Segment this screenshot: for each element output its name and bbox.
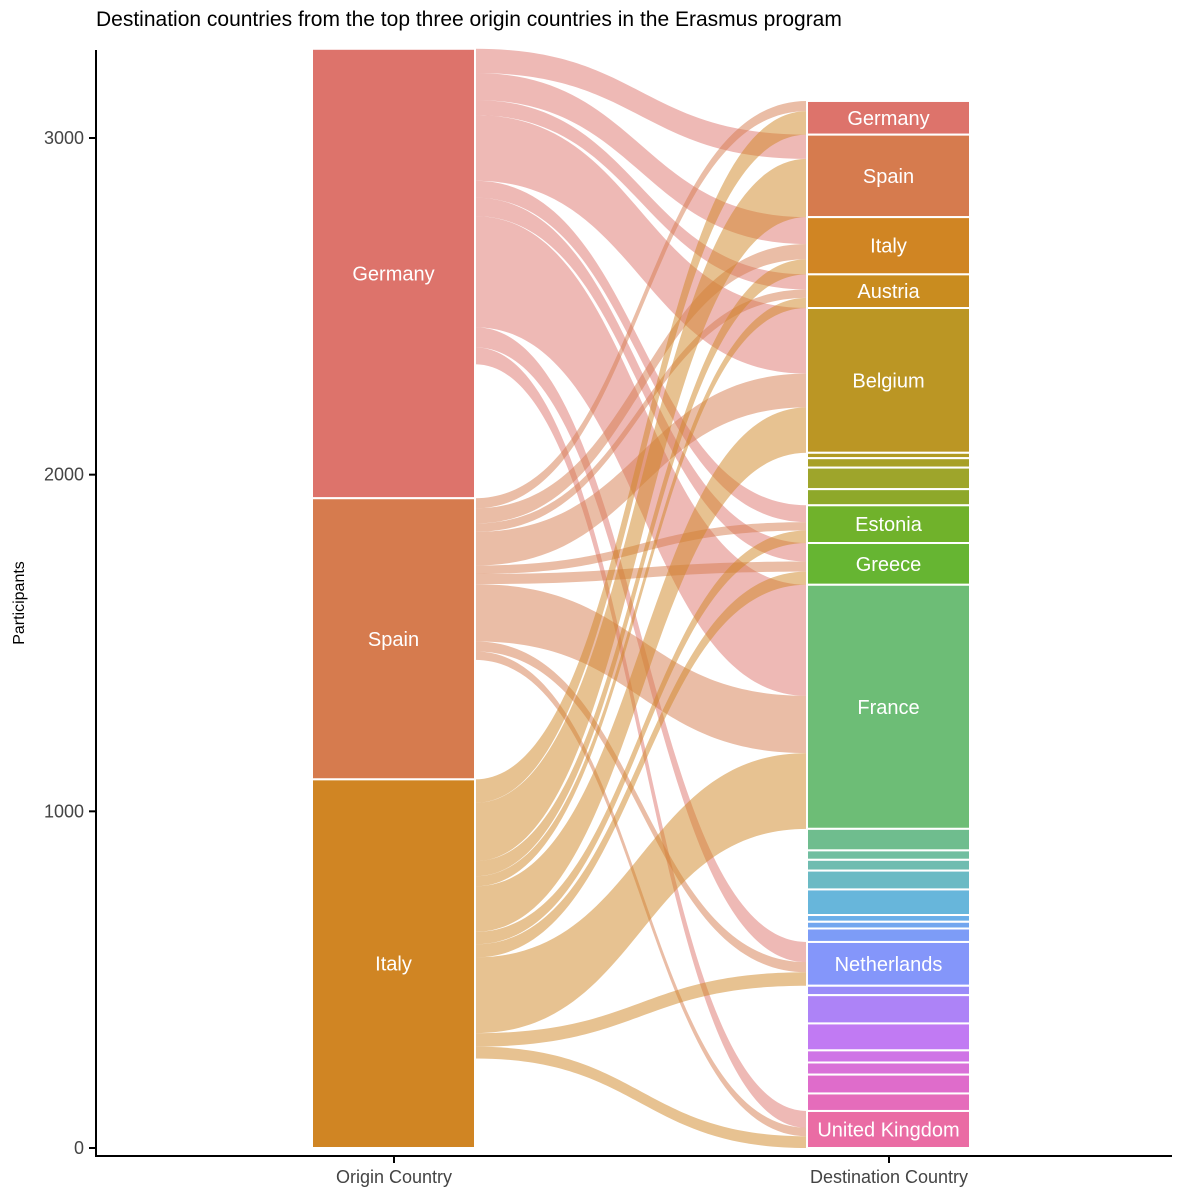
destination-stratum-greece — [806, 542, 971, 586]
destination-stratum-unlabeled — [806, 927, 971, 943]
destination-label-belgium: Belgium — [852, 370, 924, 392]
destination-stratum-unlabeled — [806, 984, 971, 997]
destination-stratum-unlabeled — [806, 858, 971, 872]
destination-stratum-france — [806, 583, 971, 830]
flow-italy-to-france — [475, 753, 807, 1034]
origin-stratum-spain — [311, 497, 476, 781]
flow-italy-to-estonia — [475, 530, 807, 945]
destination-label-austria: Austria — [857, 281, 920, 303]
flow-italy-to-united-kingdom — [475, 1046, 807, 1148]
flow-italy-to-italy — [475, 259, 807, 877]
destination-label-germany: Germany — [847, 108, 929, 130]
destination-stratum-belgium — [806, 307, 971, 454]
flow-spain-to-austria — [475, 289, 807, 532]
axes — [95, 50, 1172, 1157]
destination-stratum-unlabeled — [806, 849, 971, 861]
flow-spain-to-italy — [475, 244, 807, 524]
destination-stratum-unlabeled — [806, 488, 971, 507]
destination-label-netherlands: Netherlands — [835, 954, 943, 976]
flow-spain-to-netherlands — [475, 641, 807, 973]
origin-label-germany: Germany — [352, 264, 434, 286]
y-tick-label: 3000 — [44, 128, 84, 148]
destination-label-greece: Greece — [856, 554, 922, 576]
flow-italy-to-spain — [475, 158, 807, 862]
flow-germany-to-belgium — [475, 115, 807, 374]
flows-layer — [475, 48, 807, 1148]
origin-label-italy: Italy — [375, 954, 412, 976]
destination-stratum-italy — [806, 216, 971, 276]
destination-stratum-unlabeled — [806, 1049, 971, 1064]
flow-spain-to-estonia — [475, 522, 807, 574]
destination-strata: Germany Spain Italy Austria Belgium Estonia Gr… — [806, 99, 971, 1150]
flow-germany-to-austria — [475, 99, 807, 290]
destination-stratum-unlabeled — [806, 457, 971, 469]
destination-stratum-spain — [806, 133, 971, 219]
origin-stratum-germany — [311, 47, 476, 500]
x-tick-destination: Destination Country — [810, 1167, 968, 1187]
flow-italy-to-austria — [475, 297, 807, 887]
destination-label-italy: Italy — [870, 236, 907, 258]
origin-label-spain: Spain — [368, 629, 419, 651]
y-axis-title: Participants — [11, 561, 28, 645]
destination-stratum-unlabeled — [806, 827, 971, 852]
destination-stratum-austria — [806, 273, 971, 310]
destination-stratum-netherlands — [806, 940, 971, 987]
y-tick-label: 0 — [74, 1138, 84, 1158]
destination-label-estonia: Estonia — [855, 514, 923, 536]
destination-stratum-unlabeled — [806, 1061, 971, 1076]
y-tick-label: 1000 — [44, 801, 84, 821]
destination-stratum-germany — [806, 99, 971, 136]
destination-stratum-unlabeled — [806, 888, 971, 917]
destination-stratum-unlabeled — [806, 994, 971, 1025]
flow-italy-to-germany — [475, 111, 807, 803]
flow-germany-to-spain — [475, 48, 807, 159]
destination-stratum-unlabeled — [806, 466, 971, 491]
destination-stratum-unlabeled — [806, 869, 971, 891]
y-ticks: 0 1000 2000 3000 — [44, 128, 96, 1158]
destination-stratum-unlabeled — [806, 1092, 971, 1112]
destination-label-united-kingdom: United Kingdom — [817, 1119, 959, 1141]
y-tick-label: 2000 — [44, 465, 84, 485]
destination-stratum-unlabeled — [806, 920, 971, 930]
x-tick-origin: Origin Country — [336, 1167, 452, 1187]
destination-stratum-united-kingdom — [806, 1109, 971, 1150]
flow-germany-to-italy — [475, 73, 807, 245]
flow-italy-to-belgium — [475, 407, 807, 932]
flow-italy-to-greece — [475, 571, 807, 958]
origin-strata: Germany Spain Italy — [311, 47, 476, 1149]
destination-label-spain: Spain — [863, 166, 914, 188]
destination-stratum-unlabeled — [806, 914, 971, 923]
chart-title: Destination countries from the top three… — [96, 8, 842, 31]
flow-germany-to-estonia — [475, 180, 807, 523]
flow-italy-to-netherlands — [475, 972, 807, 1047]
flow-spain-to-belgium — [475, 373, 807, 566]
origin-stratum-italy — [311, 778, 476, 1149]
flow-spain-to-germany — [475, 100, 807, 509]
destination-stratum-unlabeled — [806, 1073, 971, 1095]
destination-stratum-unlabeled — [806, 1022, 971, 1052]
destination-label-france: France — [857, 697, 919, 719]
